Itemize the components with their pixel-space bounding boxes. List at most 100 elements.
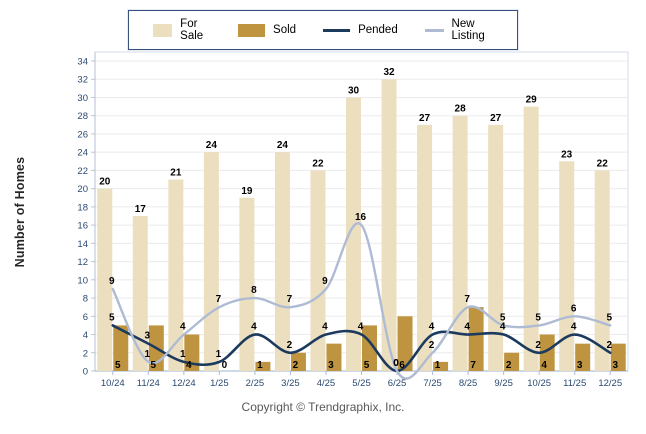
y-tick-label: 24 bbox=[77, 148, 88, 159]
y-tick-label: 20 bbox=[77, 184, 88, 195]
legend-swatch-sold bbox=[238, 23, 266, 37]
x-tick-label: 6/25 bbox=[388, 378, 407, 389]
data-label-sold: 3 bbox=[612, 360, 618, 371]
data-label-new-listing: 16 bbox=[355, 212, 367, 223]
bar-for-sale bbox=[97, 188, 113, 371]
y-tick-label: 28 bbox=[77, 111, 88, 122]
y-tick-label: 10 bbox=[77, 275, 88, 286]
bar-sold bbox=[539, 334, 555, 371]
data-label-sold: 3 bbox=[577, 360, 583, 371]
data-label-pended: 1 bbox=[180, 349, 186, 360]
data-label-sold: 1 bbox=[257, 360, 263, 371]
data-label-for-sale: 29 bbox=[526, 95, 538, 106]
data-label-pended: 4 bbox=[500, 322, 506, 333]
data-label-new-listing: 5 bbox=[606, 312, 612, 323]
bar-sold bbox=[113, 325, 129, 371]
data-label-pended: 3 bbox=[145, 331, 151, 342]
y-tick-label: 4 bbox=[83, 330, 88, 341]
bar-for-sale bbox=[452, 115, 468, 372]
data-label-sold: 6 bbox=[399, 360, 405, 371]
data-label-for-sale: 22 bbox=[597, 158, 609, 169]
x-tick-label: 12/24 bbox=[172, 378, 196, 389]
y-tick-label: 12 bbox=[77, 257, 88, 268]
x-tick-label: 10/24 bbox=[101, 378, 125, 389]
y-tick-label: 6 bbox=[83, 312, 88, 323]
bar-for-sale bbox=[132, 216, 148, 371]
x-tick-label: 11/25 bbox=[563, 378, 586, 389]
data-label-for-sale: 32 bbox=[383, 67, 395, 78]
bar-for-sale bbox=[310, 170, 326, 371]
legend-item-pended: Pended bbox=[323, 24, 398, 36]
data-label-new-listing: 5 bbox=[500, 312, 506, 323]
bar-for-sale bbox=[274, 152, 290, 371]
data-label-new-listing: 5 bbox=[535, 312, 541, 323]
data-label-for-sale: 24 bbox=[206, 140, 218, 151]
data-label-sold: 0 bbox=[222, 360, 228, 371]
data-label-new-listing: 9 bbox=[109, 276, 115, 287]
y-tick-label: 14 bbox=[77, 239, 88, 250]
legend-label-sold: Sold bbox=[273, 24, 297, 36]
x-tick-label: 2/25 bbox=[246, 378, 265, 389]
legend-label-new-listing: New Listing bbox=[451, 18, 485, 42]
data-label-sold: 3 bbox=[328, 360, 334, 371]
data-label-sold: 4 bbox=[541, 360, 547, 371]
data-label-pended: 4 bbox=[571, 322, 577, 333]
data-label-sold: 1 bbox=[435, 360, 441, 371]
data-label-new-listing: 7 bbox=[216, 294, 222, 305]
data-label-sold: 7 bbox=[470, 360, 476, 371]
data-label-for-sale: 17 bbox=[135, 204, 147, 215]
data-label-for-sale: 21 bbox=[170, 168, 182, 179]
y-tick-label: 8 bbox=[83, 294, 88, 305]
data-label-new-listing: 7 bbox=[287, 294, 293, 305]
data-label-pended: 4 bbox=[464, 322, 470, 333]
data-label-new-listing: 1 bbox=[145, 349, 151, 360]
data-label-sold: 4 bbox=[186, 360, 192, 371]
bar-sold bbox=[255, 361, 271, 371]
legend-item-new-listing: New Listing bbox=[424, 18, 493, 42]
bar-sold bbox=[610, 343, 626, 371]
legend: For Sale Sold Pended New Listing bbox=[128, 10, 518, 50]
legend-swatch-for-sale bbox=[153, 23, 173, 37]
line-pended bbox=[111, 324, 612, 373]
data-label-pended: 0 bbox=[393, 358, 399, 369]
y-tick-label: 22 bbox=[77, 166, 88, 177]
legend-item-sold: Sold bbox=[238, 23, 297, 37]
data-label-for-sale: 27 bbox=[419, 113, 431, 124]
copyright-text: Copyright © Trendgraphix, Inc. bbox=[241, 400, 405, 414]
data-label-new-listing: 6 bbox=[571, 303, 577, 314]
bar-for-sale bbox=[203, 152, 219, 371]
legend-swatch-pended bbox=[323, 28, 351, 32]
legend-label-pended: Pended bbox=[358, 24, 398, 36]
data-label-sold: 5 bbox=[151, 360, 157, 371]
data-label-for-sale: 19 bbox=[241, 186, 253, 197]
x-tick-label: 4/25 bbox=[317, 378, 336, 389]
data-label-new-listing: 2 bbox=[429, 340, 435, 351]
y-tick-label: 16 bbox=[77, 221, 88, 232]
x-tick-label: 10/25 bbox=[527, 378, 551, 389]
bar-for-sale bbox=[523, 106, 539, 372]
data-label-for-sale: 23 bbox=[561, 149, 573, 160]
data-label-pended: 4 bbox=[251, 322, 257, 333]
bar-sold bbox=[433, 361, 449, 371]
data-label-sold: 5 bbox=[364, 360, 370, 371]
bar-for-sale bbox=[381, 79, 397, 371]
bar-sold bbox=[326, 343, 342, 371]
data-label-for-sale: 22 bbox=[312, 158, 324, 169]
data-label-sold: 2 bbox=[293, 360, 299, 371]
data-label-pended: 4 bbox=[358, 322, 364, 333]
data-label-new-listing: 9 bbox=[322, 276, 328, 287]
data-label-new-listing: 8 bbox=[251, 285, 257, 296]
x-tick-label: 7/25 bbox=[423, 378, 442, 389]
x-tick-label: 5/25 bbox=[352, 378, 371, 389]
y-tick-label: 32 bbox=[77, 75, 88, 86]
bar-for-sale bbox=[488, 124, 504, 371]
x-tick-label: 12/25 bbox=[598, 378, 622, 389]
y-tick-label: 26 bbox=[77, 129, 88, 140]
bar-sold bbox=[468, 307, 484, 371]
legend-swatch-new-listing bbox=[424, 28, 444, 32]
legend-item-for-sale: For Sale bbox=[153, 18, 211, 42]
data-label-for-sale: 27 bbox=[490, 113, 502, 124]
data-label-new-listing: 4 bbox=[180, 322, 186, 333]
y-tick-label: 18 bbox=[77, 202, 88, 213]
